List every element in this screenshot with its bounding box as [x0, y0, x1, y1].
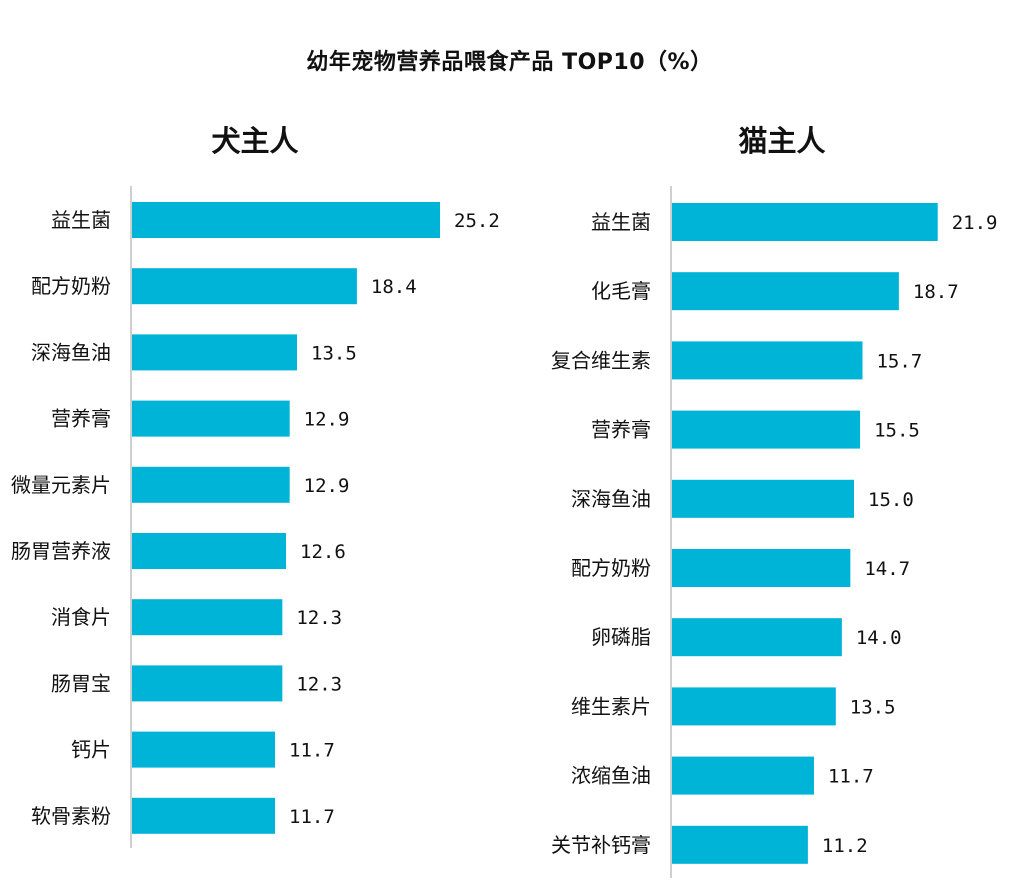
category-label: 微量元素片 [11, 473, 111, 497]
category-label: 卵磷脂 [591, 625, 651, 649]
category-label: 钙片 [71, 738, 111, 762]
bar [132, 202, 441, 238]
bar [672, 203, 938, 241]
bar [132, 334, 298, 371]
chart-title: 幼年宠物营养品喂食产品 TOP10（%） [306, 50, 713, 75]
value-label: 18.7 [913, 281, 959, 303]
value-label: 13.5 [850, 696, 896, 718]
category-label: 软骨素粉 [31, 804, 111, 828]
value-label: 14.0 [856, 627, 902, 649]
value-label: 12.3 [296, 607, 342, 629]
category-label: 消食片 [51, 605, 111, 629]
bar [132, 797, 276, 834]
bar [672, 618, 842, 657]
category-label: 深海鱼油 [31, 340, 111, 364]
bar [672, 549, 851, 587]
value-label: 11.7 [289, 740, 335, 762]
dog-owner-panel-title: 犬主人 [211, 124, 299, 158]
category-label: 益生菌 [51, 208, 111, 232]
bar [132, 268, 357, 305]
category-label: 肠胃宝 [51, 671, 111, 695]
category-label: 配方奶粉 [31, 274, 111, 298]
value-label: 12.3 [296, 673, 342, 695]
category-label: 营养膏 [51, 407, 111, 431]
bar [672, 756, 814, 795]
value-label: 25.2 [454, 210, 500, 232]
value-label: 15.7 [876, 350, 922, 372]
value-label: 18.4 [371, 276, 417, 298]
bar [132, 400, 290, 437]
bar [132, 665, 283, 702]
dog-owner-bar-chart: 益生菌 25.2 配方奶粉 18.4 深海鱼油 13.5 营养膏 12.9 微量元素片 12.9 肠… [11, 186, 500, 848]
category-label: 维生素片 [571, 694, 651, 718]
bar [132, 533, 287, 569]
value-label: 13.5 [311, 342, 357, 364]
value-label: 12.9 [304, 409, 350, 431]
value-label: 11.7 [828, 766, 874, 788]
category-label: 浓缩鱼油 [571, 764, 651, 788]
category-label: 复合维生素 [551, 348, 651, 372]
bar [132, 599, 283, 636]
bar [672, 410, 861, 449]
category-label: 关节补钙膏 [551, 833, 651, 857]
bar [132, 731, 276, 768]
bar [672, 825, 808, 864]
value-label: 12.9 [304, 475, 350, 497]
value-label: 11.7 [289, 806, 335, 828]
bar [672, 687, 836, 726]
bar [672, 479, 854, 518]
value-label: 15.0 [868, 489, 914, 511]
category-label: 配方奶粉 [571, 556, 651, 580]
category-label: 深海鱼油 [571, 487, 651, 511]
cat-owner-bar-chart: 益生菌 21.9 化毛膏 18.7 复合维生素 15.7 营养膏 15.5 深海鱼油 15.0 配方… [551, 186, 998, 878]
value-label: 12.6 [300, 541, 346, 563]
bar [672, 341, 863, 380]
value-label: 15.5 [874, 420, 920, 442]
category-label: 益生菌 [591, 210, 651, 234]
value-label: 11.2 [822, 835, 868, 857]
cat-owner-panel-title: 猫主人 [738, 124, 826, 158]
category-label: 肠胃营养液 [11, 539, 111, 563]
bar [672, 272, 899, 311]
category-label: 化毛膏 [591, 279, 651, 303]
category-label: 营养膏 [591, 418, 651, 442]
value-label: 21.9 [952, 212, 998, 234]
bar [132, 466, 290, 503]
value-label: 14.7 [864, 558, 910, 580]
